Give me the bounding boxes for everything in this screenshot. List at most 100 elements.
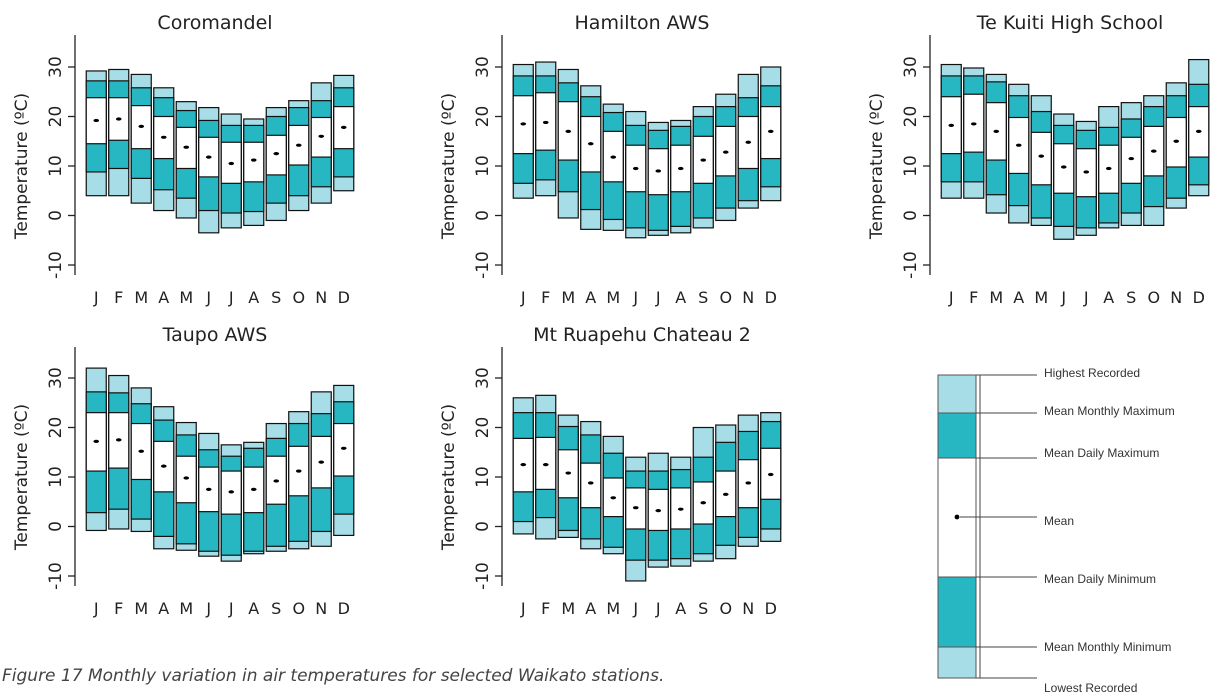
figure-caption: Figure 17 Monthly variation in air tempe…	[2, 666, 665, 686]
month-label: J	[205, 599, 211, 618]
daily-range-bar	[1120, 136, 1142, 184]
mean-marker	[520, 463, 527, 467]
y-tick-label: -10	[46, 251, 66, 279]
mean-marker	[1015, 143, 1022, 147]
y-tick-label: 0	[901, 210, 921, 221]
legend-label: Mean	[1044, 514, 1074, 528]
month-label: O	[719, 599, 732, 618]
month-label: J	[205, 288, 211, 307]
y-tick-label: -10	[473, 562, 493, 590]
mean-marker	[542, 120, 549, 125]
legend-label: Lowest Recorded	[1044, 681, 1137, 693]
month-label: N	[315, 288, 327, 307]
month-label: F	[114, 288, 123, 307]
month-label: J	[1060, 288, 1066, 307]
month-label: M	[134, 599, 148, 618]
month-label: M	[134, 288, 148, 307]
month-label: F	[114, 599, 123, 618]
mean-marker	[677, 166, 684, 171]
y-tick-label: 20	[46, 106, 66, 128]
month-label: J	[948, 288, 954, 307]
mean-marker	[520, 122, 527, 126]
legend-label: Highest Recorded	[1044, 366, 1140, 380]
chart-title: Hamilton AWS	[575, 12, 710, 34]
month-label: M	[606, 599, 620, 618]
y-tick-label: 30	[46, 367, 66, 389]
month-label: O	[719, 288, 732, 307]
legend-mean-marker	[954, 514, 960, 520]
mean-marker	[1195, 129, 1202, 133]
month-label: J	[228, 288, 234, 307]
mean-marker	[587, 481, 594, 485]
daily-range-bar	[243, 141, 265, 183]
mean-marker	[250, 158, 257, 162]
mean-marker	[677, 507, 684, 511]
legend: Highest Recorded Mean Monthly Maximum Mean…	[937, 366, 1175, 693]
month-label: M	[1034, 288, 1048, 307]
y-axis-label: Temperature (ºC)	[12, 404, 32, 551]
y-tick-label: -10	[473, 251, 493, 279]
mean-marker	[93, 118, 100, 123]
y-tick-label: -10	[901, 251, 921, 279]
daily-range-bar	[580, 462, 602, 509]
mean-marker	[1150, 149, 1157, 153]
mean-marker	[295, 143, 302, 147]
month-label: S	[698, 599, 708, 618]
y-axis-label: Temperature (ºC)	[439, 404, 459, 551]
y-tick-label: 10	[473, 466, 493, 488]
month-label: O	[1147, 288, 1160, 307]
month-label: N	[1170, 288, 1182, 307]
mean-marker	[700, 158, 707, 162]
mean-marker	[1105, 166, 1112, 171]
mean-marker	[565, 129, 572, 133]
legend-label: Mean Monthly Maximum	[1044, 404, 1175, 418]
month-label: D	[765, 288, 777, 307]
month-label: A	[158, 288, 169, 307]
mean-marker	[160, 464, 167, 468]
chart-panel: Mt Ruapehu Chateau 2 -10 0 10 20 30 Temperatur…	[439, 324, 782, 618]
mean-marker	[993, 129, 1000, 133]
month-label: J	[520, 288, 526, 307]
y-tick-label: 30	[473, 367, 493, 389]
chart-title: Coromandel	[157, 12, 272, 34]
legend-label: Mean Daily Maximum	[1044, 446, 1159, 460]
mean-marker	[340, 125, 347, 129]
mean-marker	[587, 142, 594, 146]
y-tick-label: 20	[473, 417, 493, 439]
month-label: A	[248, 599, 259, 618]
y-tick-label: 10	[46, 466, 66, 488]
mean-marker	[1173, 139, 1180, 143]
month-label: A	[585, 288, 596, 307]
mean-marker	[273, 479, 280, 483]
mean-marker	[767, 472, 774, 477]
y-tick-label: 0	[473, 210, 493, 221]
mean-marker	[745, 481, 752, 485]
month-label: F	[541, 288, 550, 307]
month-label: O	[292, 288, 305, 307]
month-label: A	[585, 599, 596, 618]
mean-marker	[228, 161, 235, 166]
y-tick-label: 20	[901, 106, 921, 128]
mean-marker	[205, 155, 212, 159]
mean-marker	[1060, 165, 1067, 169]
mean-marker	[1128, 156, 1135, 161]
chart-title: Mt Ruapehu Chateau 2	[533, 324, 751, 346]
y-tick-label: 30	[473, 56, 493, 78]
y-tick-label: 0	[46, 210, 66, 221]
mean-marker	[565, 471, 572, 475]
mean-marker	[115, 438, 122, 442]
chart-title: Taupo AWS	[162, 324, 268, 346]
mean-marker	[205, 487, 212, 491]
month-label: S	[1126, 288, 1136, 307]
month-label: J	[93, 599, 99, 618]
mean-marker	[138, 124, 145, 128]
mean-marker	[767, 129, 774, 133]
mean-marker	[1083, 170, 1090, 174]
mean-marker	[700, 501, 707, 505]
chart-panel: Te Kuiti High School -10 0 10 20 30 Temperatur…	[867, 12, 1210, 307]
mean-marker	[632, 506, 639, 510]
mean-marker	[745, 140, 752, 144]
month-label: F	[969, 288, 978, 307]
mean-marker	[115, 117, 122, 121]
